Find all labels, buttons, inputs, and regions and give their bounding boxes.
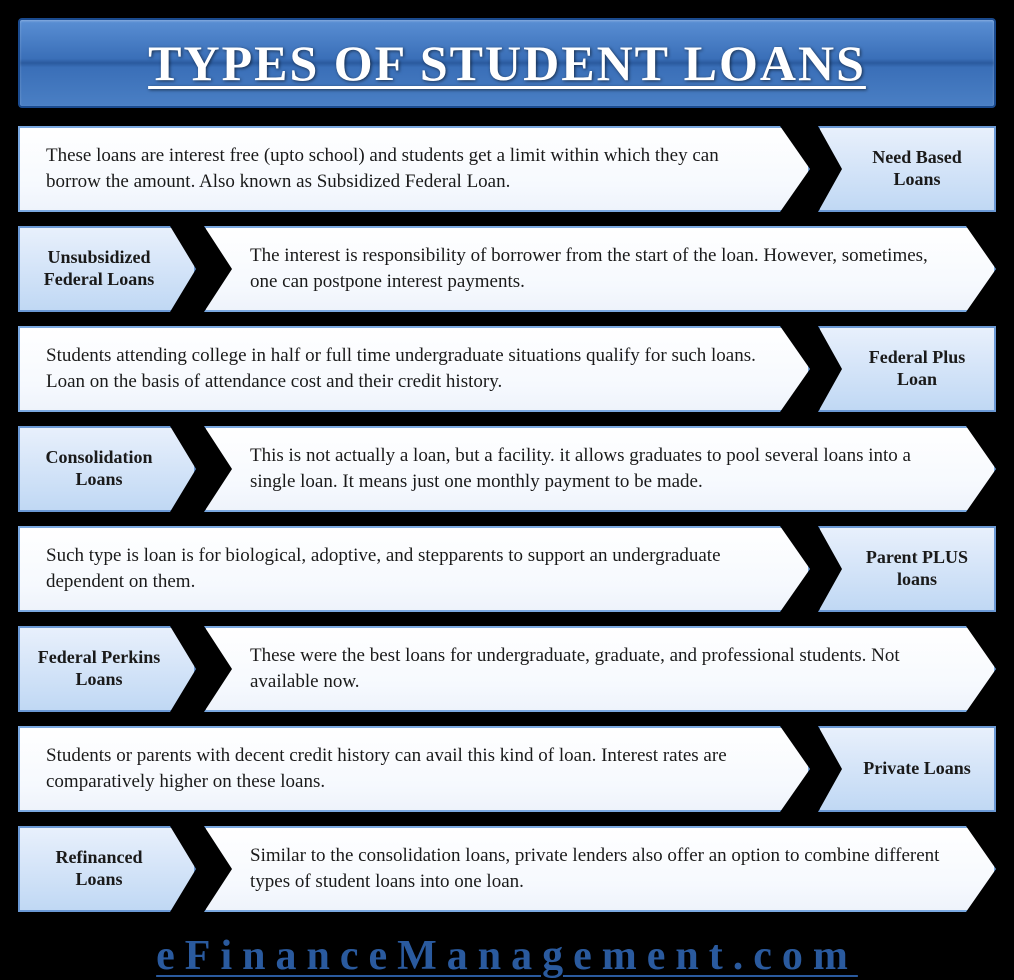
- footer: eFinanceManagement.com: [18, 932, 996, 980]
- loan-row: Unsubsidized Federal Loans The interest …: [18, 226, 996, 312]
- loan-row: Students attending college in half or fu…: [18, 326, 996, 412]
- loan-description: Students or parents with decent credit h…: [18, 726, 810, 812]
- footer-link[interactable]: eFinanceManagement.com: [156, 933, 858, 979]
- loan-label: Consolidation Loans: [18, 426, 196, 512]
- loan-description: Similar to the consolidation loans, priv…: [204, 826, 996, 912]
- loan-description: This is not actually a loan, but a facil…: [204, 426, 996, 512]
- loan-row: Consolidation Loans This is not actually…: [18, 426, 996, 512]
- loan-row: Federal Perkins Loans These were the bes…: [18, 626, 996, 712]
- loan-row: Students or parents with decent credit h…: [18, 726, 996, 812]
- loan-label: Refinanced Loans: [18, 826, 196, 912]
- loan-label: Federal Plus Loan: [818, 326, 996, 412]
- loan-label: Parent PLUS loans: [818, 526, 996, 612]
- loan-label: Need Based Loans: [818, 126, 996, 212]
- loan-description: These loans are interest free (upto scho…: [18, 126, 810, 212]
- loan-description: The interest is responsibility of borrow…: [204, 226, 996, 312]
- page-title: TYPES OF STUDENT LOANS: [30, 34, 984, 92]
- loan-row: Such type is loan is for biological, ado…: [18, 526, 996, 612]
- loan-label: Federal Perkins Loans: [18, 626, 196, 712]
- loan-description: These were the best loans for undergradu…: [204, 626, 996, 712]
- loan-label: Private Loans: [818, 726, 996, 812]
- title-bar: TYPES OF STUDENT LOANS: [18, 18, 996, 108]
- loan-row: Refinanced Loans Similar to the consolid…: [18, 826, 996, 912]
- loan-description: Students attending college in half or fu…: [18, 326, 810, 412]
- loan-label: Unsubsidized Federal Loans: [18, 226, 196, 312]
- loan-rows-container: These loans are interest free (upto scho…: [18, 126, 996, 912]
- loan-description: Such type is loan is for biological, ado…: [18, 526, 810, 612]
- loan-row: These loans are interest free (upto scho…: [18, 126, 996, 212]
